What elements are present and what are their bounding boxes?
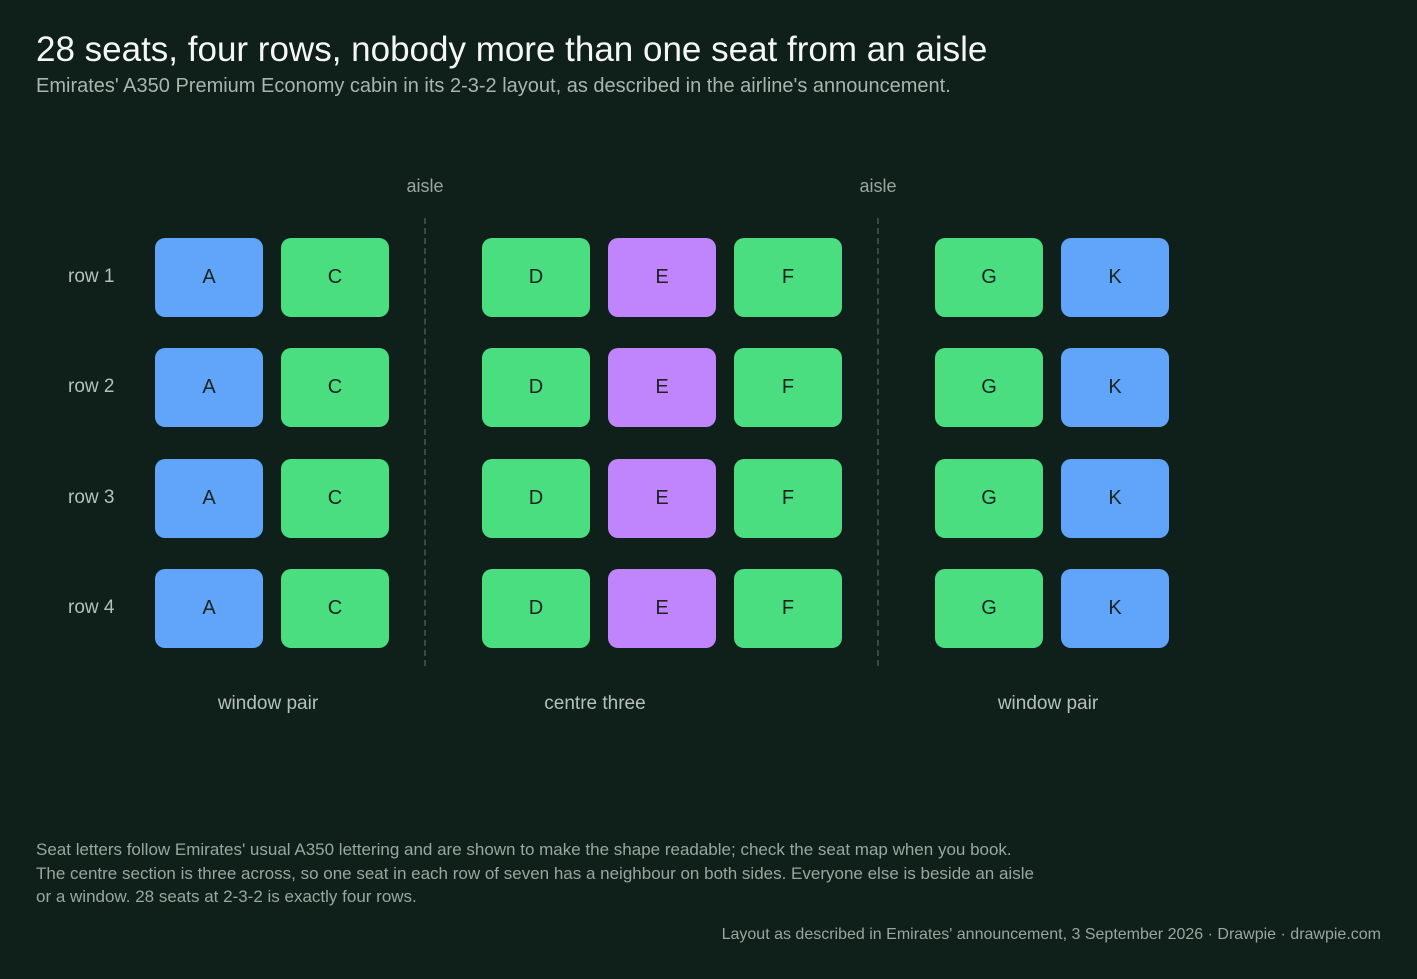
page-title: 28 seats, four rows, nobody more than on… (36, 30, 988, 69)
seat-2K: K (1061, 348, 1169, 427)
seat-3C: C (281, 459, 389, 538)
seat-2G: G (935, 348, 1043, 427)
section-label-centre: centre three (544, 693, 646, 714)
seat-4D: D (482, 569, 590, 648)
aisle-label-right: aisle (859, 176, 897, 196)
seat-3G: G (935, 459, 1043, 538)
seat-4G: G (935, 569, 1043, 648)
seat-2A: A (155, 348, 263, 427)
source-credit: Layout as described in Emirates' announc… (721, 926, 1381, 943)
seat-4A: A (155, 569, 263, 648)
seat-1G: G (935, 238, 1043, 317)
aisle-label-left: aisle (406, 176, 444, 196)
page-subtitle: Emirates' A350 Premium Economy cabin in … (36, 75, 951, 97)
seat-2E: E (608, 348, 716, 427)
seat-1D: D (482, 238, 590, 317)
seat-1C: C (281, 238, 389, 317)
seat-4C: C (281, 569, 389, 648)
seat-3A: A (155, 459, 263, 538)
row-label-4: row 4 (68, 597, 115, 618)
seat-1F: F (734, 238, 842, 317)
seat-3K: K (1061, 459, 1169, 538)
aisle-divider-left (424, 218, 426, 666)
seat-1E: E (608, 238, 716, 317)
footnote-line-2: The centre section is three across, so o… (36, 864, 1034, 883)
footnote-line-3: or a window. 28 seats at 2-3-2 is exactl… (36, 887, 417, 906)
seat-1A: A (155, 238, 263, 317)
seat-3D: D (482, 459, 590, 538)
row-label-3: row 3 (68, 487, 115, 508)
aisle-divider-right (877, 218, 879, 666)
seat-4F: F (734, 569, 842, 648)
seat-4E: E (608, 569, 716, 648)
seat-2D: D (482, 348, 590, 427)
seat-2F: F (734, 348, 842, 427)
seat-4K: K (1061, 569, 1169, 648)
seat-1K: K (1061, 238, 1169, 317)
row-label-2: row 2 (68, 376, 115, 397)
seat-3E: E (608, 459, 716, 538)
seat-2C: C (281, 348, 389, 427)
row-label-1: row 1 (68, 266, 115, 287)
section-label-right: window pair (997, 693, 1099, 714)
footnote-line-1: Seat letters follow Emirates' usual A350… (36, 840, 1012, 859)
seat-3F: F (734, 459, 842, 538)
section-label-left: window pair (217, 693, 319, 714)
